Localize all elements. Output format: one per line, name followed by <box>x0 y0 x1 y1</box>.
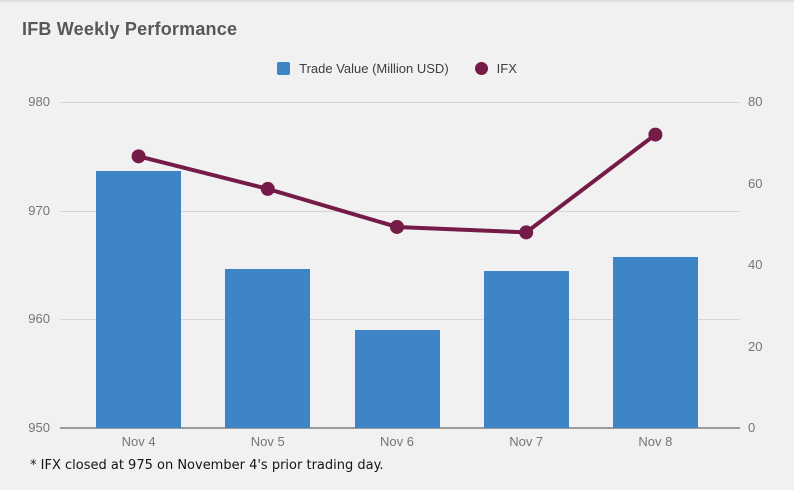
gridline <box>60 210 740 212</box>
bar-nov-8 <box>612 256 698 428</box>
right-axis-tick: 80 <box>748 94 763 109</box>
ifx-line <box>138 133 657 235</box>
ifx-data-point <box>519 225 534 240</box>
x-axis-label: Nov 8 <box>638 434 673 449</box>
window-top-edge <box>0 0 794 3</box>
chart-title: IFB Weekly Performance <box>22 19 238 39</box>
ifx-data-point <box>390 219 404 234</box>
legend-label-trade-value: Trade Value (Million USD) <box>299 61 449 76</box>
gridline <box>60 319 740 321</box>
legend-label-ifx: IFX <box>496 61 517 76</box>
legend-swatch-trade-value <box>277 62 291 75</box>
gridline <box>60 102 740 103</box>
x-axis-label: Nov 7 <box>509 434 544 449</box>
bar-nov-6 <box>354 330 440 428</box>
x-axis-label: Nov 5 <box>250 434 285 449</box>
left-axis-tick: 950 <box>28 420 50 435</box>
bar-nov-7 <box>483 271 569 428</box>
right-axis-tick: 0 <box>748 420 756 435</box>
bar-nov-5 <box>225 269 311 428</box>
x-axis-label: Nov 6 <box>380 434 414 449</box>
legend-item-trade-value[interactable]: Trade Value (Million USD) <box>277 61 449 76</box>
left-axis-tick: 970 <box>28 202 50 218</box>
legend-item-ifx[interactable]: IFX <box>474 61 517 76</box>
x-axis-baseline <box>60 427 740 429</box>
right-axis-tick: 20 <box>748 338 763 354</box>
ifx-data-point <box>131 149 146 164</box>
left-axis-tick: 960 <box>28 311 50 327</box>
right-axis-tick: 40 <box>748 257 763 272</box>
right-axis-tick: 60 <box>748 175 763 191</box>
x-axis-label: Nov 4 <box>121 434 156 449</box>
ifx-line-series <box>131 127 663 240</box>
plot-area <box>60 102 740 429</box>
bar-nov-4 <box>96 171 182 428</box>
ifx-data-point <box>648 127 663 142</box>
left-axis-tick: 980 <box>28 94 50 109</box>
chart-legend: Trade Value (Million USD) IFX <box>0 61 794 76</box>
ifx-data-point <box>260 181 275 196</box>
legend-swatch-ifx <box>474 62 488 75</box>
chart-footnote: * IFX closed at 975 on November 4's prio… <box>30 458 384 473</box>
